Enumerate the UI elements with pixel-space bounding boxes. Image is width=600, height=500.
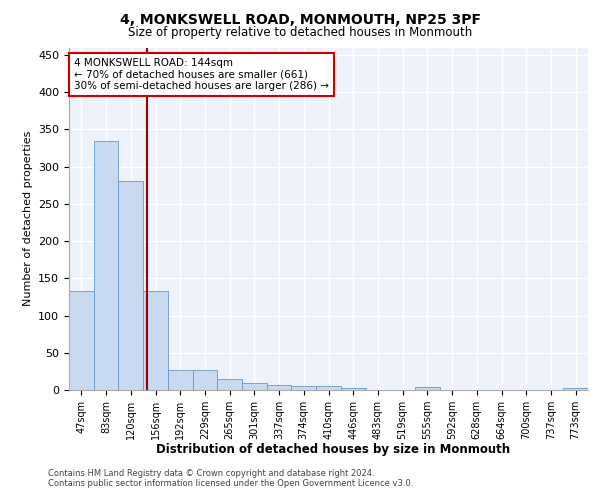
Bar bbox=[69, 291, 94, 390]
Bar bbox=[118, 181, 143, 390]
Bar bbox=[143, 291, 168, 390]
Bar bbox=[341, 388, 365, 390]
Text: Size of property relative to detached houses in Monmouth: Size of property relative to detached ho… bbox=[128, 26, 472, 39]
Bar bbox=[267, 385, 292, 390]
Bar bbox=[193, 370, 217, 390]
Bar bbox=[168, 370, 193, 390]
Bar bbox=[217, 379, 242, 390]
Text: Contains public sector information licensed under the Open Government Licence v3: Contains public sector information licen… bbox=[48, 479, 413, 488]
Text: Contains HM Land Registry data © Crown copyright and database right 2024.: Contains HM Land Registry data © Crown c… bbox=[48, 469, 374, 478]
Bar bbox=[563, 388, 588, 390]
Text: 4, MONKSWELL ROAD, MONMOUTH, NP25 3PF: 4, MONKSWELL ROAD, MONMOUTH, NP25 3PF bbox=[119, 12, 481, 26]
Y-axis label: Number of detached properties: Number of detached properties bbox=[23, 131, 32, 306]
Bar bbox=[415, 387, 440, 390]
Bar bbox=[94, 140, 118, 390]
Bar bbox=[316, 386, 341, 390]
Bar bbox=[242, 382, 267, 390]
Text: 4 MONKSWELL ROAD: 144sqm
← 70% of detached houses are smaller (661)
30% of semi-: 4 MONKSWELL ROAD: 144sqm ← 70% of detach… bbox=[74, 58, 329, 91]
Text: Distribution of detached houses by size in Monmouth: Distribution of detached houses by size … bbox=[156, 442, 510, 456]
Bar bbox=[292, 386, 316, 390]
